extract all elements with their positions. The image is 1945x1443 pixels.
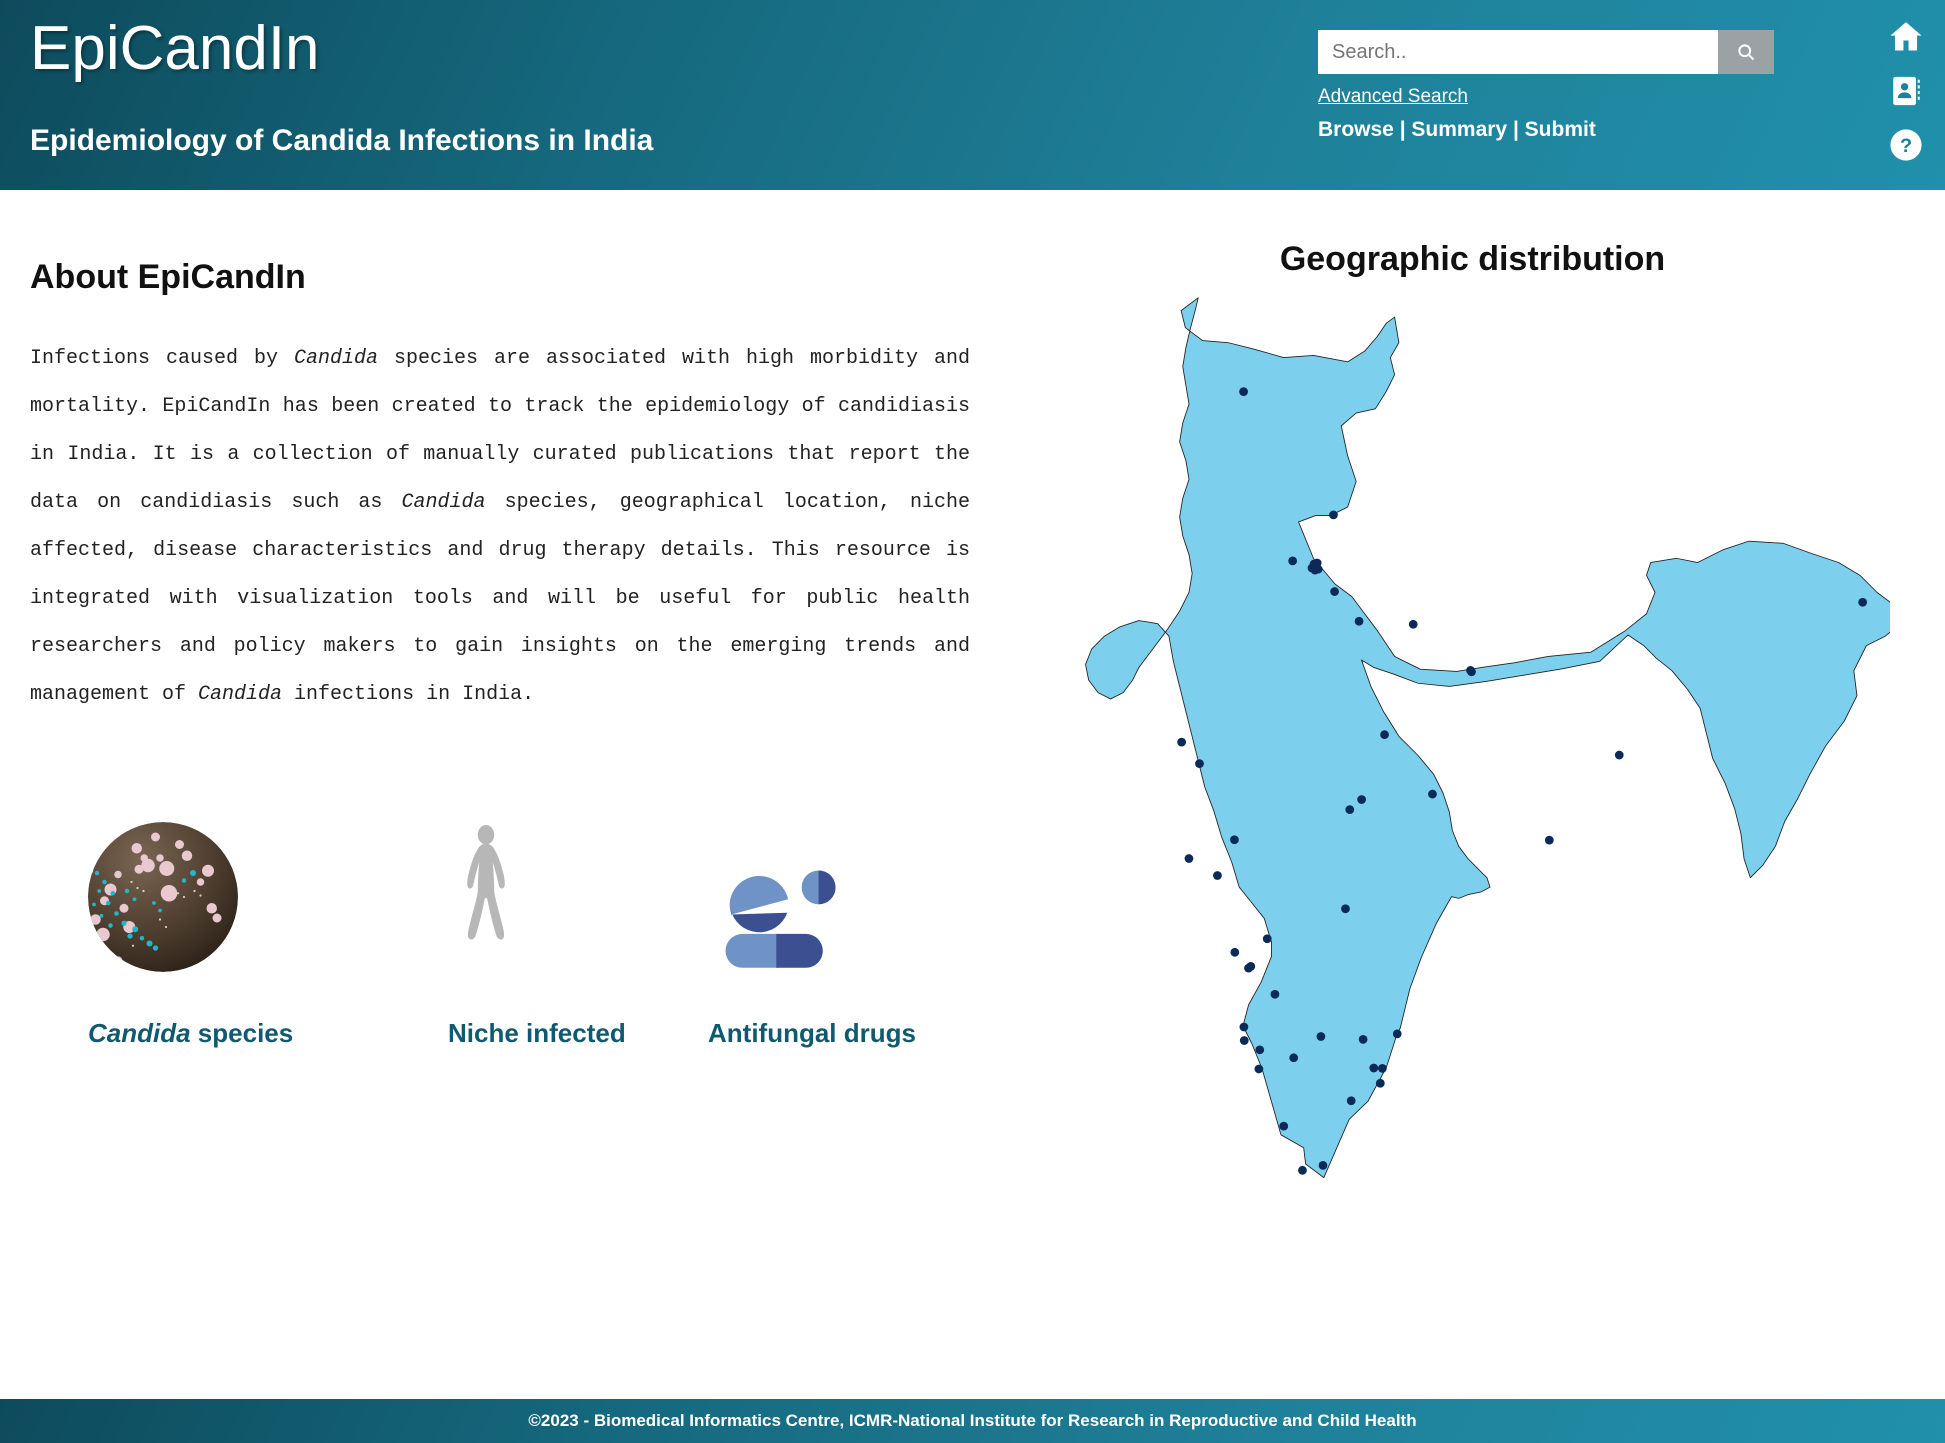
svg-text:?: ? bbox=[1900, 135, 1912, 157]
